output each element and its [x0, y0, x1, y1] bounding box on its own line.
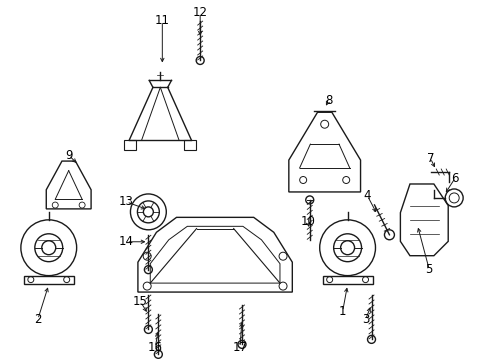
Text: 3: 3 — [361, 313, 368, 326]
Text: 6: 6 — [450, 171, 458, 185]
Text: 7: 7 — [426, 152, 433, 165]
Bar — [322, 276, 372, 284]
Text: 8: 8 — [325, 94, 332, 107]
Text: 12: 12 — [192, 6, 207, 19]
Text: 16: 16 — [147, 341, 163, 354]
Text: 10: 10 — [300, 215, 315, 228]
Text: 11: 11 — [155, 14, 169, 27]
Text: 2: 2 — [34, 313, 41, 326]
Bar — [24, 276, 74, 284]
Text: 17: 17 — [232, 341, 247, 354]
Bar — [184, 140, 196, 150]
Text: 15: 15 — [133, 295, 147, 308]
Text: 9: 9 — [65, 149, 72, 162]
Text: 4: 4 — [363, 189, 370, 202]
Text: 14: 14 — [119, 235, 134, 248]
Text: 1: 1 — [338, 305, 346, 318]
Text: 5: 5 — [425, 263, 432, 276]
Bar — [124, 140, 136, 150]
Text: 13: 13 — [119, 195, 134, 208]
